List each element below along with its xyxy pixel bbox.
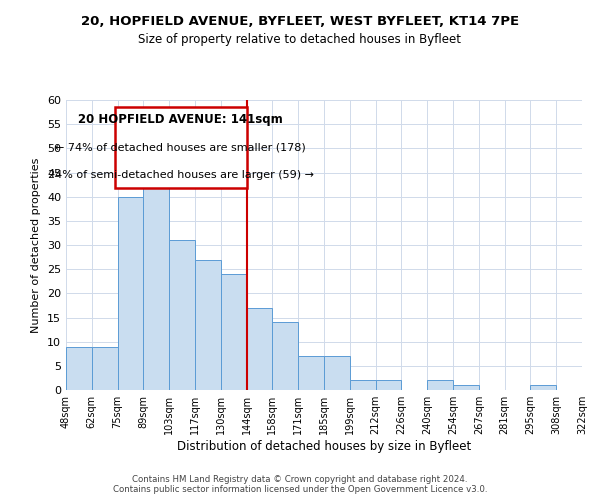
Text: ← 74% of detached houses are smaller (178): ← 74% of detached houses are smaller (17… — [55, 142, 306, 152]
Bar — [169, 240, 195, 390]
Bar — [272, 322, 298, 390]
Text: Contains public sector information licensed under the Open Government Licence v3: Contains public sector information licen… — [113, 485, 487, 494]
Bar — [427, 380, 453, 390]
Bar — [143, 153, 169, 390]
Bar — [453, 385, 479, 390]
Text: 20 HOPFIELD AVENUE: 141sqm: 20 HOPFIELD AVENUE: 141sqm — [79, 113, 283, 126]
Bar — [66, 346, 92, 390]
Bar — [118, 196, 143, 390]
Y-axis label: Number of detached properties: Number of detached properties — [31, 158, 41, 332]
Bar — [92, 346, 118, 390]
FancyBboxPatch shape — [115, 108, 247, 188]
Text: 24% of semi-detached houses are larger (59) →: 24% of semi-detached houses are larger (… — [48, 170, 314, 179]
Text: Size of property relative to detached houses in Byfleet: Size of property relative to detached ho… — [139, 32, 461, 46]
X-axis label: Distribution of detached houses by size in Byfleet: Distribution of detached houses by size … — [177, 440, 471, 453]
Text: Contains HM Land Registry data © Crown copyright and database right 2024.: Contains HM Land Registry data © Crown c… — [132, 475, 468, 484]
Bar — [195, 260, 221, 390]
Bar — [324, 356, 350, 390]
Text: 20, HOPFIELD AVENUE, BYFLEET, WEST BYFLEET, KT14 7PE: 20, HOPFIELD AVENUE, BYFLEET, WEST BYFLE… — [81, 15, 519, 28]
Bar — [221, 274, 247, 390]
Bar — [376, 380, 401, 390]
Bar — [298, 356, 324, 390]
Bar — [530, 385, 556, 390]
Bar — [247, 308, 272, 390]
Bar — [350, 380, 376, 390]
